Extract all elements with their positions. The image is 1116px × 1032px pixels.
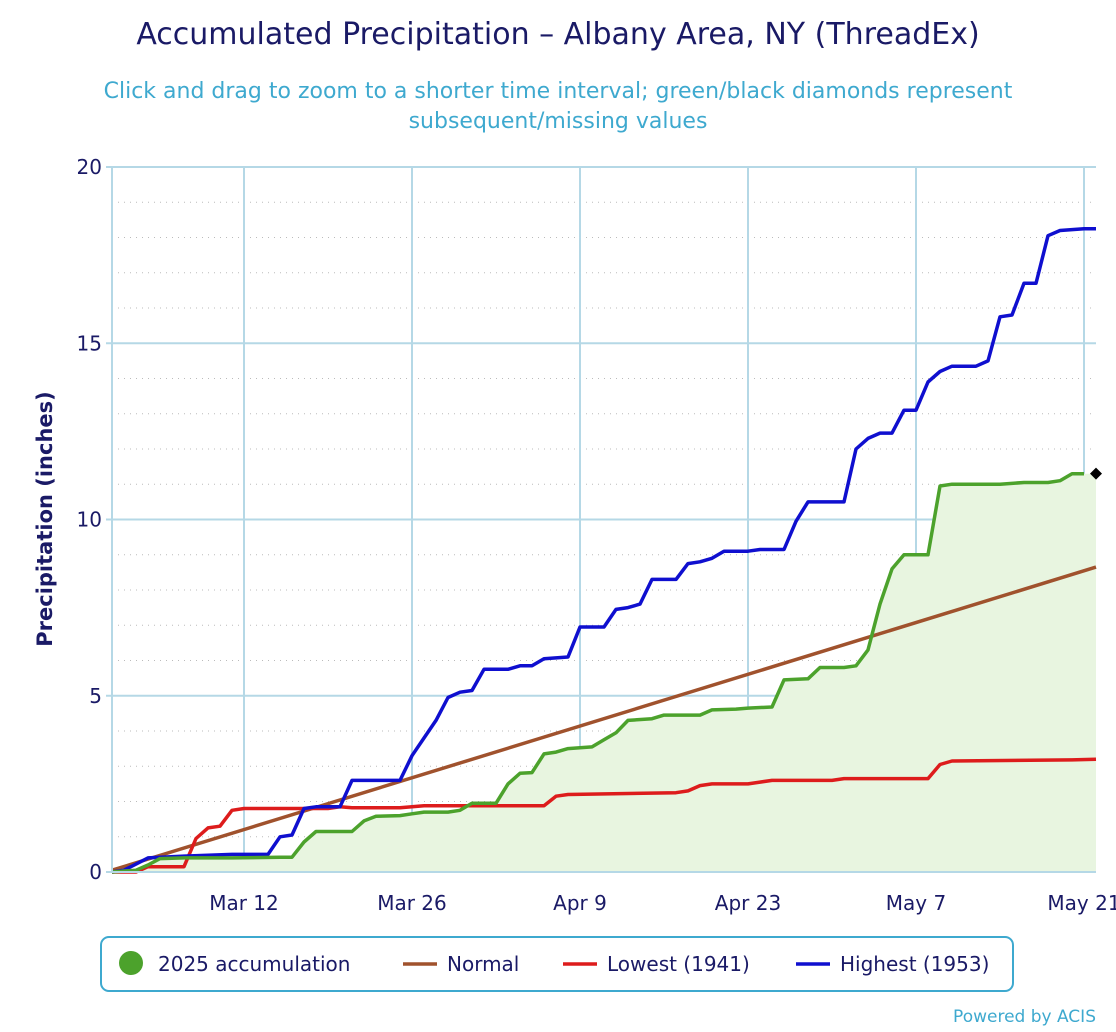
credit-link[interactable]: Powered by ACIS xyxy=(953,1007,1096,1027)
legend-label: Highest (1953) xyxy=(840,952,989,976)
series-line-highest-1953 xyxy=(111,226,1096,874)
legend: 2025 accumulation Normal Lowest (1941) High… xyxy=(100,936,1014,992)
x-tick-label: Mar 26 xyxy=(377,891,447,915)
x-tick-label: May 21 xyxy=(1047,891,1116,915)
axis-layer: 0 5 10 15 20 Mar 12 Mar 26 Apr 9 Apr 23 May 7 May … xyxy=(77,155,1116,915)
series-line-normal xyxy=(111,565,1097,872)
chart-subtitle-line-1: Click and drag to zoom to a shorter time… xyxy=(104,79,1013,104)
y-tick-label: 0 xyxy=(89,860,102,884)
series-line-lowest-1941 xyxy=(112,757,1097,874)
series-layer xyxy=(111,226,1102,874)
x-tick-label: May 7 xyxy=(886,891,946,915)
chart-title: Accumulated Precipitation – Albany Area,… xyxy=(136,17,979,52)
legend-box xyxy=(100,936,1014,992)
legend-item[interactable]: Normal xyxy=(403,952,519,976)
series-line-2025-accumulation xyxy=(111,471,1084,874)
legend-label: 2025 accumulation xyxy=(158,952,350,976)
chart-subtitle-line-2: subsequent/missing values xyxy=(409,109,708,134)
missing-value-diamond xyxy=(1090,467,1102,480)
y-tick-label: 20 xyxy=(77,155,102,179)
x-tick-label: Apr 9 xyxy=(553,891,607,915)
legend-item[interactable]: Lowest (1941) xyxy=(563,952,750,976)
legend-label: Normal xyxy=(447,952,519,976)
legend-item[interactable]: Highest (1953) xyxy=(796,952,989,976)
legend-label: Lowest (1941) xyxy=(607,952,750,976)
y-tick-label: 5 xyxy=(89,684,102,708)
x-tick-label: Apr 23 xyxy=(715,891,781,915)
x-tick-label: Mar 12 xyxy=(209,891,279,915)
legend-marker-circle xyxy=(119,951,143,975)
legend-item[interactable]: 2025 accumulation xyxy=(119,951,350,976)
y-tick-label: 10 xyxy=(77,508,102,532)
y-axis-label: Precipitation (inches) xyxy=(33,391,57,647)
series-area-2025-accumulation xyxy=(112,473,1096,872)
y-tick-label: 15 xyxy=(77,331,102,355)
